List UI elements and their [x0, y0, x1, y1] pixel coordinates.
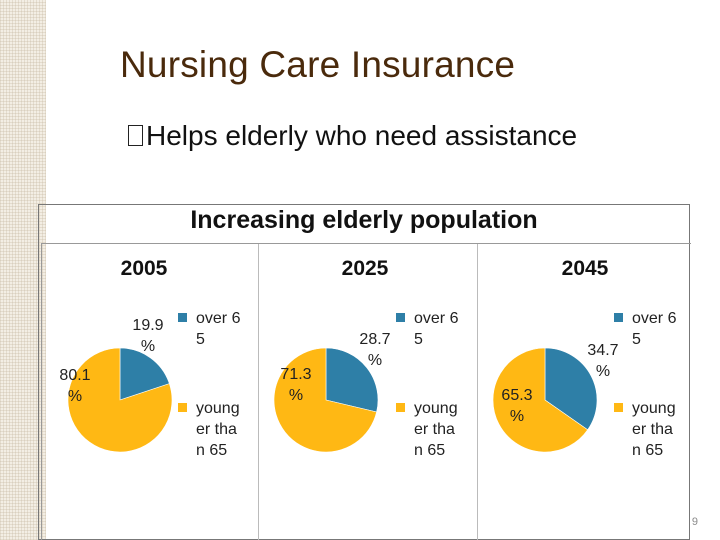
legend-swatch-over65 — [396, 313, 405, 322]
data-label-over65: 19.9 % — [125, 315, 171, 357]
pie-year-label: 2045 — [545, 257, 625, 281]
data-label-younger: 80.1 % — [52, 365, 98, 407]
legend-swatch-over65 — [178, 313, 187, 322]
legend-swatch-younger — [614, 403, 623, 412]
pie-year-label: 2025 — [325, 257, 405, 281]
legend-label: over 65 — [414, 308, 460, 350]
legend-label: young er than 65 — [632, 398, 678, 461]
page-number: 9 — [692, 516, 698, 528]
data-label-over65: 28.7 % — [352, 329, 398, 371]
legend-label: over 65 — [196, 308, 242, 350]
legend-label: young er than 65 — [414, 398, 460, 461]
legend-swatch-younger — [396, 403, 405, 412]
data-label-younger: 71.3 % — [273, 364, 319, 406]
pie-year-label: 2005 — [104, 257, 184, 281]
bullet-text: Helps elderly who need assistance — [146, 120, 577, 151]
chart-title: Increasing elderly population — [38, 206, 690, 235]
data-label-over65: 34.7 % — [580, 340, 626, 382]
bullet-point: Helps elderly who need assistance — [128, 120, 577, 152]
legend-label: over 65 — [632, 308, 678, 350]
data-label-younger: 65.3 % — [494, 385, 540, 427]
legend-swatch-over65 — [614, 313, 623, 322]
bullet-box-icon — [128, 125, 143, 146]
slide-title: Nursing Care Insurance — [120, 44, 515, 86]
legend-label: young er than 65 — [196, 398, 242, 461]
legend-swatch-younger — [178, 403, 187, 412]
